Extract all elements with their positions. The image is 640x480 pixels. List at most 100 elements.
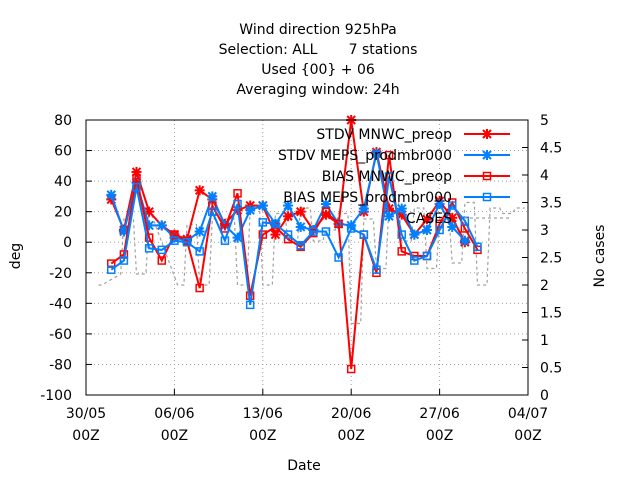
star-marker <box>396 203 407 214</box>
title-line-4: Averaging window: 24h <box>236 82 399 98</box>
x-tick-date-label: 06/06 <box>154 406 194 422</box>
square-marker <box>170 230 179 239</box>
series-line <box>110 154 479 370</box>
square-marker <box>482 171 492 181</box>
square-marker <box>460 216 470 226</box>
x-tick-date-label: 13/06 <box>243 406 283 422</box>
square-marker <box>119 256 129 265</box>
square-marker <box>258 218 268 227</box>
square-marker <box>410 256 419 265</box>
legend-label: BIAS MNWC_preop <box>322 169 452 185</box>
title-line-1: Wind direction 925hPa <box>239 22 396 38</box>
star-marker <box>207 191 218 202</box>
y-tick-label: 40 <box>54 174 72 190</box>
y2-tick-label: 1 <box>540 333 549 349</box>
square-marker <box>334 253 343 262</box>
y2-tick-label: 2.5 <box>540 251 562 267</box>
x-tick-time-label: 00Z <box>514 428 541 444</box>
square-marker <box>359 230 369 239</box>
y2-axis-label: No cases <box>592 225 608 288</box>
square-marker <box>208 201 217 210</box>
legend-label: BIAS MEPS_prodmbr000 <box>283 190 452 206</box>
x-tick-time-label: 00Z <box>161 428 188 444</box>
star-marker <box>482 129 492 139</box>
square-marker <box>233 199 242 209</box>
y-axis-label: deg <box>8 243 24 269</box>
y2-tick-label: 4 <box>540 168 549 184</box>
legend-label: CASES <box>406 211 452 227</box>
y2-tick-label: 3.5 <box>540 196 562 212</box>
y2-tick-label: 4.5 <box>540 141 562 157</box>
y2-tick-label: 3 <box>540 223 549 239</box>
square-marker <box>321 227 331 236</box>
square-marker <box>107 259 116 268</box>
square-marker <box>397 230 406 239</box>
star-marker <box>283 200 294 211</box>
star-marker <box>106 189 117 200</box>
x-tick-time-label: 00Z <box>72 428 99 444</box>
square-marker <box>372 265 381 274</box>
square-marker <box>144 233 154 242</box>
x-tick-date-label: 20/06 <box>331 406 371 422</box>
legend-label: STDV MNWC_preop <box>316 127 452 143</box>
square-marker <box>473 242 482 252</box>
square-marker <box>435 225 444 235</box>
legend: STDV MNWC_preop STDV MEPS_prodmbr000 BIAS … <box>278 127 510 227</box>
y-tick-label: -100 <box>40 388 72 404</box>
series-4 <box>98 201 525 325</box>
square-marker <box>296 241 305 250</box>
square-marker <box>220 236 230 245</box>
legend-entry: BIAS MNWC_preop <box>322 169 510 185</box>
chart-title: Wind direction 925hPa Selection: ALL 7 s… <box>219 22 418 98</box>
star-marker <box>283 211 294 222</box>
cases-series <box>98 201 525 325</box>
x-axis-label: Date <box>287 458 320 474</box>
star-marker <box>257 200 268 211</box>
legend-entry: CASES <box>406 211 510 227</box>
y-tick-label: -60 <box>49 327 72 343</box>
square-marker <box>447 201 457 210</box>
star-marker <box>358 203 369 214</box>
square-marker <box>346 364 356 374</box>
x-tick-date-label: 27/06 <box>419 406 459 422</box>
title-line-3: Used {00} + 06 <box>261 62 375 78</box>
star-marker <box>447 221 458 232</box>
x-tick-date-label: 04/07 <box>508 406 548 422</box>
y-tick-label: 80 <box>54 113 72 129</box>
y2-tick-label: 2 <box>540 278 549 294</box>
y-tick-label: 60 <box>54 144 72 160</box>
square-marker <box>309 227 318 236</box>
square-marker <box>107 265 116 274</box>
square-marker <box>346 224 356 233</box>
series-line <box>110 176 479 306</box>
star-marker <box>270 229 281 240</box>
star-marker <box>371 148 382 159</box>
y2-tick-label: 1.5 <box>540 306 562 322</box>
star-marker <box>295 206 306 217</box>
square-marker <box>384 150 394 160</box>
star-marker <box>194 185 205 196</box>
axis-ticks: 80 60 40 20 0 -20 -40 -60 -80 -100 5 4.5 4 3.5 3 2.5 2 1.… <box>40 113 562 444</box>
square-marker <box>258 230 268 239</box>
y-tick-label: 0 <box>63 235 72 251</box>
star-marker <box>320 199 331 210</box>
square-marker <box>195 283 204 293</box>
star-marker <box>384 211 395 222</box>
star-marker <box>156 220 167 231</box>
square-marker <box>283 230 293 239</box>
square-marker <box>271 219 280 229</box>
title-line-2: Selection: ALL 7 stations <box>219 42 418 58</box>
y-tick-label: -80 <box>49 357 72 373</box>
star-marker <box>409 229 420 240</box>
square-marker <box>132 173 141 183</box>
data-series <box>106 115 482 374</box>
star-marker <box>194 226 205 237</box>
square-marker <box>334 219 343 229</box>
square-marker <box>397 247 406 256</box>
square-marker <box>144 244 154 253</box>
series-line <box>98 201 525 325</box>
star-marker <box>421 225 432 235</box>
y2-tick-label: 0.5 <box>540 361 562 377</box>
